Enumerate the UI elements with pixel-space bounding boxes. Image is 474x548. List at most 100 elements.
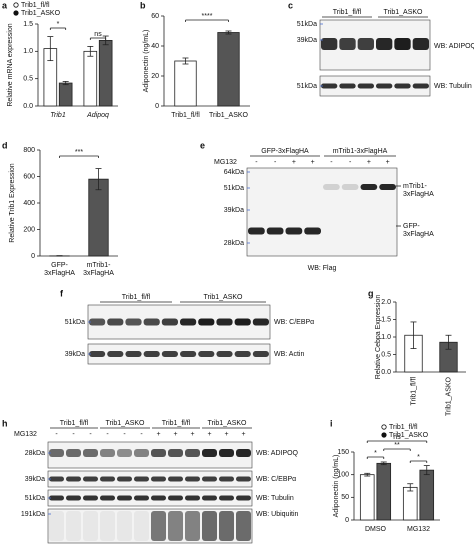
bar	[58, 82, 73, 107]
y-axis-label: Relative mRNA expression	[7, 23, 14, 106]
y-tick-label: 0.5	[381, 351, 391, 358]
y-tick-label: 40	[151, 43, 159, 50]
significance-label: *	[417, 454, 420, 461]
band	[219, 495, 234, 501]
treatment-sign: -	[255, 159, 258, 166]
treatment-sign: +	[190, 431, 194, 438]
y-tick-label: 0	[155, 103, 159, 110]
band	[66, 495, 81, 501]
treatment-label: MG132	[14, 431, 37, 438]
band	[125, 351, 142, 357]
bar	[83, 50, 98, 107]
significance-label: *	[57, 21, 60, 28]
x-tick-label: GFP-3xFlagHA	[44, 262, 75, 277]
band	[202, 476, 217, 482]
legend-marker	[381, 432, 387, 438]
band	[248, 227, 265, 235]
antibody-label: WB: Actin	[274, 351, 304, 358]
legend-label: Trib1_fl/fl	[389, 424, 418, 431]
band	[117, 449, 132, 457]
band	[134, 476, 149, 482]
band	[134, 511, 149, 541]
size-marker: 191kDa	[21, 511, 45, 518]
y-tick-label: 200	[23, 226, 35, 233]
treatment-sign: -	[123, 431, 126, 438]
y-tick-label: 2.0	[381, 299, 391, 306]
significance-label: ***	[75, 149, 83, 156]
band	[83, 449, 98, 457]
band-label-line: 3xFlagHA	[403, 231, 434, 238]
x-tick-label-line: GFP-	[51, 262, 68, 269]
panel-label: f	[60, 288, 64, 298]
significance-label: **	[394, 442, 400, 449]
size-marker: 39kDa	[224, 207, 244, 214]
y-tick-label: 1.0	[381, 334, 391, 341]
band	[339, 38, 356, 50]
treatment-sign: +	[386, 159, 390, 166]
y-tick-label: 0.0	[381, 369, 391, 376]
band	[412, 38, 429, 50]
band	[168, 495, 183, 501]
significance-label: ****	[202, 13, 213, 20]
band	[185, 511, 200, 541]
treatment-sign: -	[72, 431, 75, 438]
band	[357, 83, 374, 89]
band	[219, 449, 234, 457]
band	[360, 184, 378, 190]
band	[394, 83, 411, 89]
panel-label: b	[140, 0, 146, 10]
treatment-sign: -	[55, 431, 58, 438]
significance-label: ns	[94, 31, 102, 38]
band-label-line: mTrib1-	[403, 183, 428, 190]
y-axis-label: Adiponectin (ng/mL)	[143, 30, 150, 93]
band	[100, 476, 115, 482]
band	[168, 449, 183, 457]
treatment-sign: -	[330, 159, 333, 166]
treatment-sign: +	[156, 431, 160, 438]
x-tick-label: Trib1_fl/fl	[171, 112, 200, 119]
size-marker: 39kDa	[297, 37, 317, 44]
y-tick-label: 1.5	[381, 316, 391, 323]
legend-marker	[381, 424, 387, 430]
membrane	[246, 167, 398, 257]
treatment-sign: -	[349, 159, 352, 166]
band	[100, 449, 115, 457]
band	[376, 38, 393, 50]
y-tick-label: 150	[337, 449, 349, 456]
y-tick-label: 800	[23, 147, 35, 154]
band-label-line: 3xFlagHA	[403, 191, 434, 198]
treatment-sign: +	[207, 431, 211, 438]
band	[89, 318, 106, 326]
band	[151, 476, 166, 482]
size-marker: 51kDa	[65, 319, 85, 326]
band	[321, 83, 338, 89]
group-label: Trib1_ASKO	[207, 420, 247, 427]
band	[180, 351, 197, 357]
band	[168, 476, 183, 482]
band	[321, 38, 338, 50]
legend-marker	[13, 10, 19, 16]
x-tick-label: Trib1_ASKO	[445, 376, 452, 416]
band	[151, 449, 166, 457]
y-axis-label: Adiponectin (ng/mL)	[333, 455, 340, 518]
y-tick-label: 1.5	[23, 21, 33, 28]
size-marker: 28kDa	[25, 450, 45, 457]
treatment-sign: +	[173, 431, 177, 438]
panel-label: e	[200, 140, 205, 150]
band	[341, 184, 359, 190]
significance-label: *	[374, 450, 377, 457]
band	[304, 227, 321, 235]
treatment-sign: -	[140, 431, 143, 438]
group-label: Trib1_fl/fl	[333, 9, 362, 16]
y-tick-label: 50	[341, 494, 349, 501]
band	[198, 318, 215, 326]
bar	[359, 474, 375, 521]
legend-label: Trib1_fl/fl	[21, 2, 50, 9]
band	[180, 318, 197, 326]
band	[66, 449, 81, 457]
panel-label: i	[330, 418, 333, 428]
bar	[88, 178, 109, 257]
band	[185, 449, 200, 457]
antibody-label: WB: C/EBPα	[256, 476, 296, 483]
band	[185, 495, 200, 501]
